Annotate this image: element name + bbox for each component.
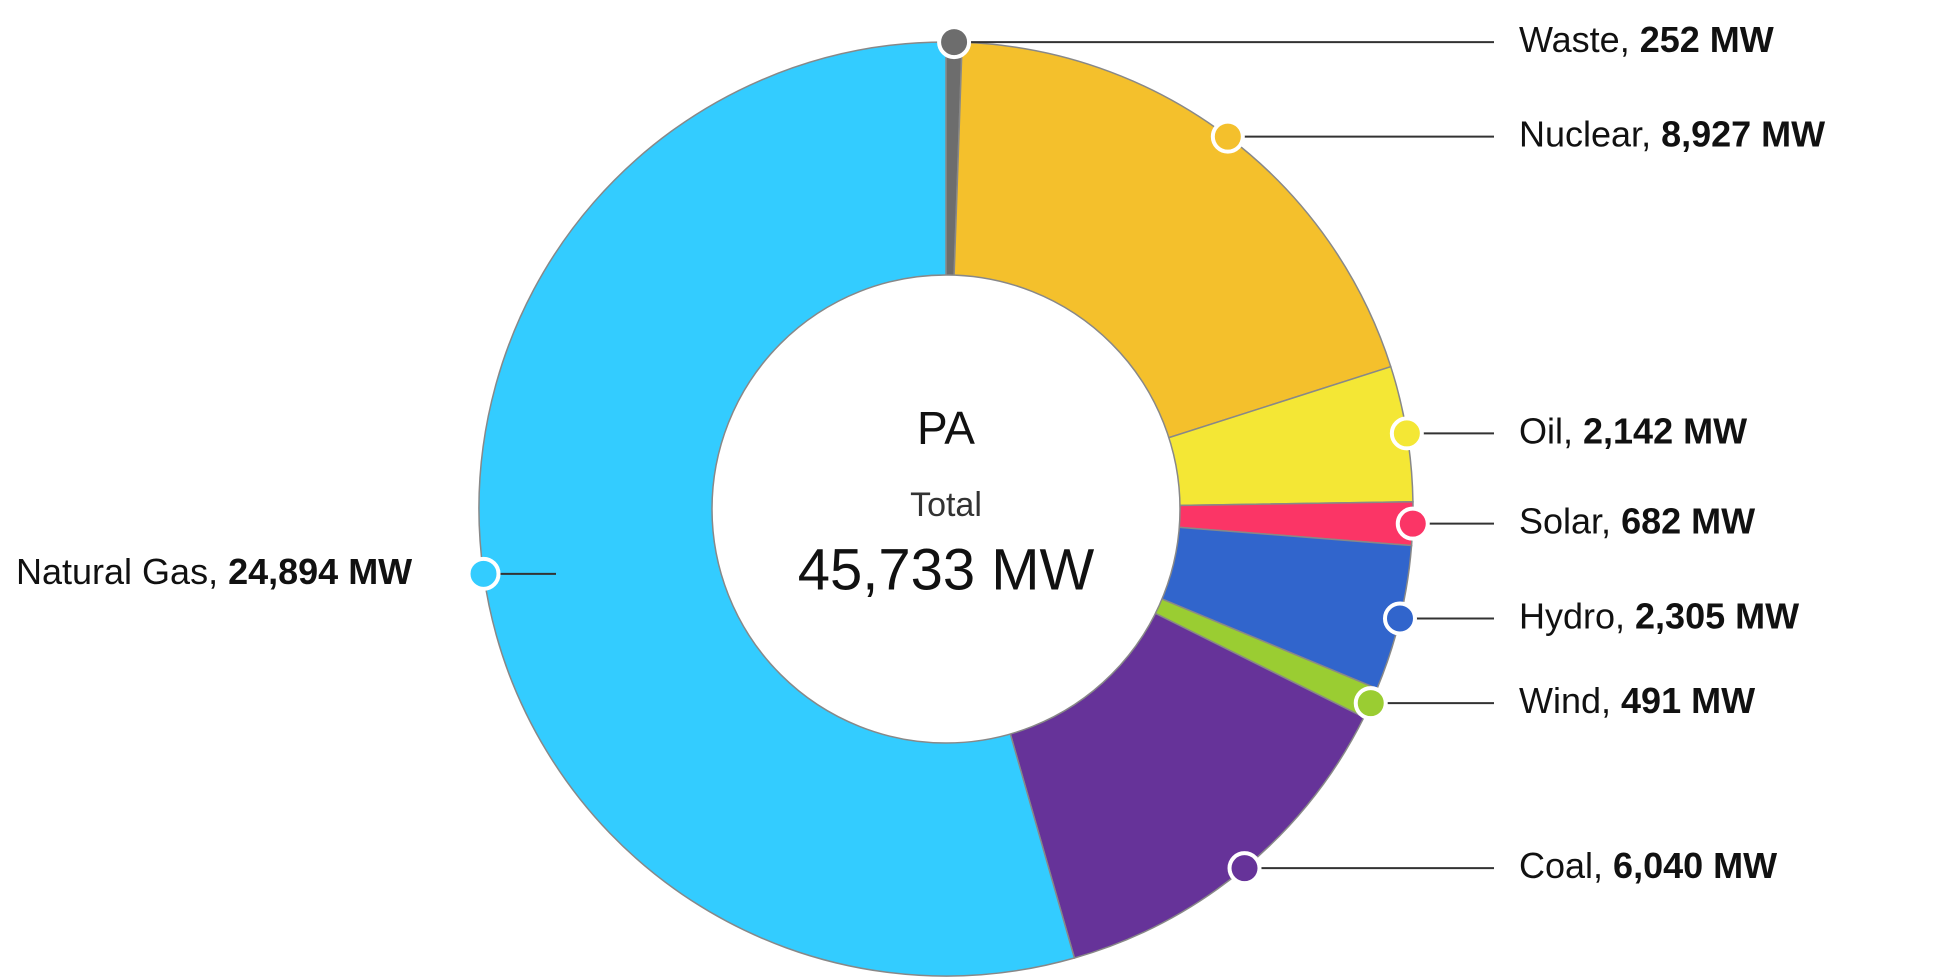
center-title: PA [917,402,975,454]
slice-label: Oil, 2,142 MW [1519,410,1747,451]
value-label: 6,040 MW [1613,845,1777,886]
value-label: 2,305 MW [1635,595,1799,636]
slice-label: Solar, 682 MW [1519,500,1755,541]
label-dot [1382,601,1417,636]
donut-hole [711,274,1181,744]
value-label: 491 MW [1621,680,1755,721]
label-dot [937,25,972,60]
category-label: Waste, [1519,19,1630,60]
slice-label: Coal, 6,040 MW [1519,845,1777,886]
label-dot [1353,686,1388,721]
label-dot [1395,506,1430,541]
slice-label: Waste, 252 MW [1519,19,1774,60]
value-label: 682 MW [1621,500,1755,541]
label-dot [1389,416,1424,451]
value-label: 24,894 MW [228,550,412,591]
slice-label: Nuclear, 8,927 MW [1519,113,1825,154]
value-label: 252 MW [1640,19,1774,60]
label-dot [466,556,501,591]
value-label: 8,927 MW [1661,113,1825,154]
value-label: 2,142 MW [1583,410,1747,451]
category-label: Solar, [1519,500,1611,541]
label-dot [1227,851,1262,886]
slice-label: Hydro, 2,305 MW [1519,595,1799,636]
center-total: 45,733 MW [798,537,1095,602]
category-label: Nuclear, [1519,113,1651,154]
labels: Waste, 252 MW Nuclear, 8,927 MW Oil, 2,142 MW… [16,19,1825,886]
slice-label: Natural Gas, 24,894 MW [16,550,412,591]
category-label: Natural Gas, [16,550,218,591]
slice-label: Wind, 491 MW [1519,680,1755,721]
category-label: Coal, [1519,845,1603,886]
label-dot [1210,119,1245,154]
category-label: Wind, [1519,680,1611,721]
category-label: Oil, [1519,410,1573,451]
category-label: Hydro, [1519,595,1625,636]
center-subtitle: Total [910,486,982,524]
